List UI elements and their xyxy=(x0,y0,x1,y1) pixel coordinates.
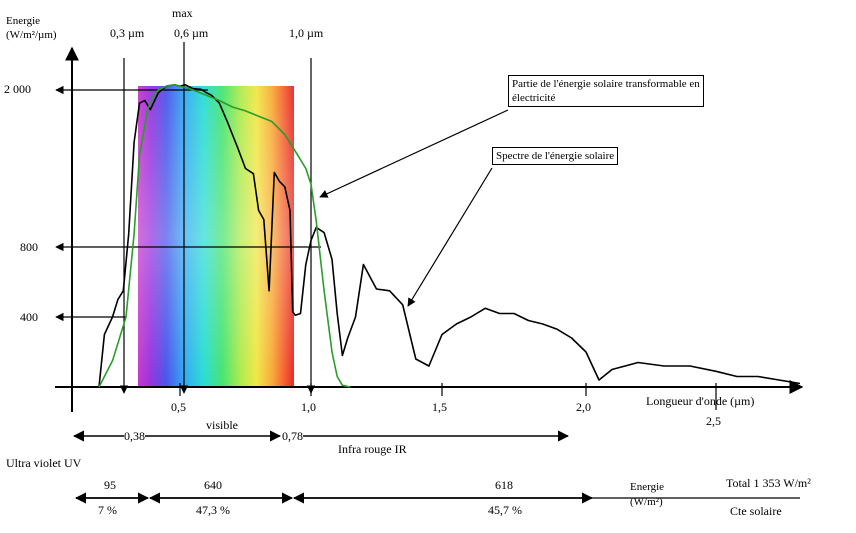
visible-spectrum-sheen xyxy=(138,86,294,388)
reference-lines xyxy=(55,42,321,394)
x-axis-label: Longueur d'onde (µm) xyxy=(646,394,755,408)
x-tick-1-5: 1,5 xyxy=(432,400,447,414)
marker-ir-limit-label: 1,0 µm xyxy=(289,26,324,40)
x-tick-0-5: 0,5 xyxy=(171,400,186,414)
energy-ir-value: 618 xyxy=(495,478,513,492)
solar-constant-label: Cte solaire xyxy=(730,504,782,518)
callout-electricity-arrow xyxy=(319,109,509,198)
marker-max-value: 0,6 µm xyxy=(174,26,209,40)
series-transformable-energy-line xyxy=(98,84,351,388)
y-tick-2000: 2 000 xyxy=(4,82,31,96)
energy-ir-pct: 45,7 % xyxy=(488,503,522,517)
callout-electricity-box: Partie de l'énergie solaire transformabl… xyxy=(508,75,704,107)
y-axis-label: Energie (W/m²/µm) xyxy=(6,15,57,41)
band-ir-boundary: 0,78 xyxy=(282,429,303,443)
x-ticks xyxy=(179,383,717,410)
band-uv-label: Ultra violet UV xyxy=(6,456,82,470)
energy-uv-pct: 7 % xyxy=(98,503,117,517)
x-tick-2-0: 2,0 xyxy=(576,400,591,414)
energy-total: Total 1 353 W/m² xyxy=(726,476,811,490)
energy-visible-pct: 47,3 % xyxy=(196,503,230,517)
band-uv-boundary: 0,38 xyxy=(124,429,145,443)
band-visible-label: visible xyxy=(206,418,238,432)
energy-visible-value: 640 xyxy=(204,478,222,492)
energy-uv-value: 95 xyxy=(104,478,116,492)
band-ir-label: Infra rouge IR xyxy=(338,442,407,456)
marker-uv-limit-label: 0,3 µm xyxy=(110,26,145,40)
band-arrows xyxy=(72,430,594,504)
x-tick-2-5: 2,5 xyxy=(706,414,721,428)
y-tick-800: 800 xyxy=(20,240,38,254)
y-tick-400: 400 xyxy=(20,310,38,324)
x-tick-1-0: 1,0 xyxy=(301,400,316,414)
callout-spectrum-arrow xyxy=(407,167,493,307)
marker-max-label: max xyxy=(172,6,193,20)
callout-spectrum-box: Spectre de l'énergie solaire xyxy=(492,147,619,165)
energy-label: Energie (W/m²) xyxy=(630,481,665,508)
